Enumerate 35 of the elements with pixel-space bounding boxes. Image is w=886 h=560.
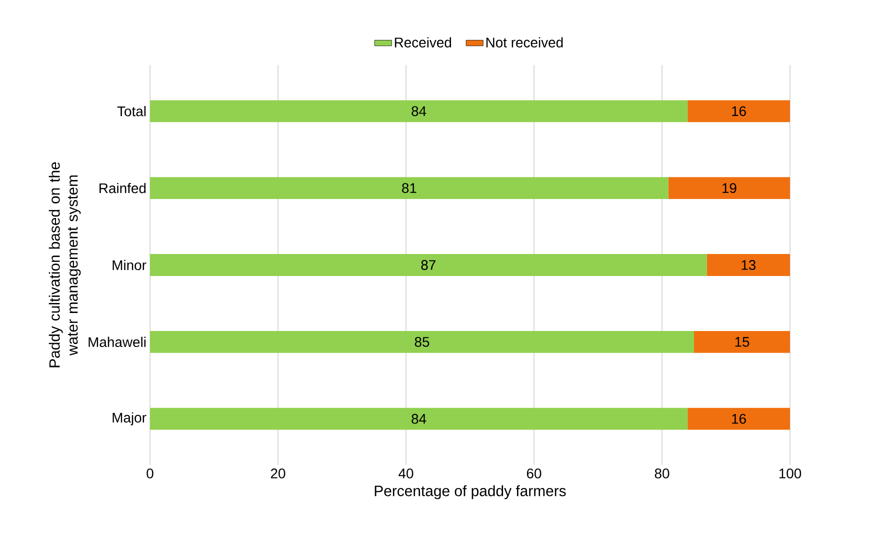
data-label: 16 (732, 414, 746, 424)
bar (150, 330, 694, 353)
data-label: 19 (722, 183, 736, 194)
x-tick-label: 100 (779, 468, 802, 478)
y-tick-label: Mahaweli (88, 336, 146, 348)
x-tick-label: 0 (146, 468, 154, 478)
legend-label: Not received (486, 37, 563, 48)
data-label: 87 (421, 260, 436, 270)
bar (706, 254, 790, 276)
x-tick-label: 20 (270, 468, 286, 478)
x-tick-label: 60 (526, 468, 542, 478)
legend-label: Received (394, 37, 452, 48)
data-label: 84 (412, 414, 426, 424)
y-tick-label: Total (117, 106, 146, 116)
y-tick-label: Minor (112, 260, 146, 270)
data-label: 15 (735, 337, 750, 347)
bar (150, 254, 707, 276)
bar (150, 177, 668, 200)
x-tick-label: 80 (654, 468, 670, 478)
bar (694, 330, 790, 353)
data-label: 81 (402, 183, 416, 194)
data-label: 16 (732, 106, 746, 116)
bar (150, 100, 688, 122)
data-label: 85 (414, 336, 430, 347)
y-axis-title: Paddy cultivation based on the water management system (48, 162, 81, 368)
data-label: 84 (412, 106, 426, 116)
bar (668, 177, 790, 200)
x-axis-title: Percentage of paddy farmers (374, 485, 566, 500)
x-tick-label: 40 (398, 468, 414, 478)
bar (688, 100, 790, 122)
y-tick-label: Rainfed (100, 182, 146, 194)
y-tick-label: Major (112, 412, 146, 426)
data-label: 13 (742, 260, 756, 270)
bar (150, 408, 688, 430)
bar (688, 408, 790, 430)
